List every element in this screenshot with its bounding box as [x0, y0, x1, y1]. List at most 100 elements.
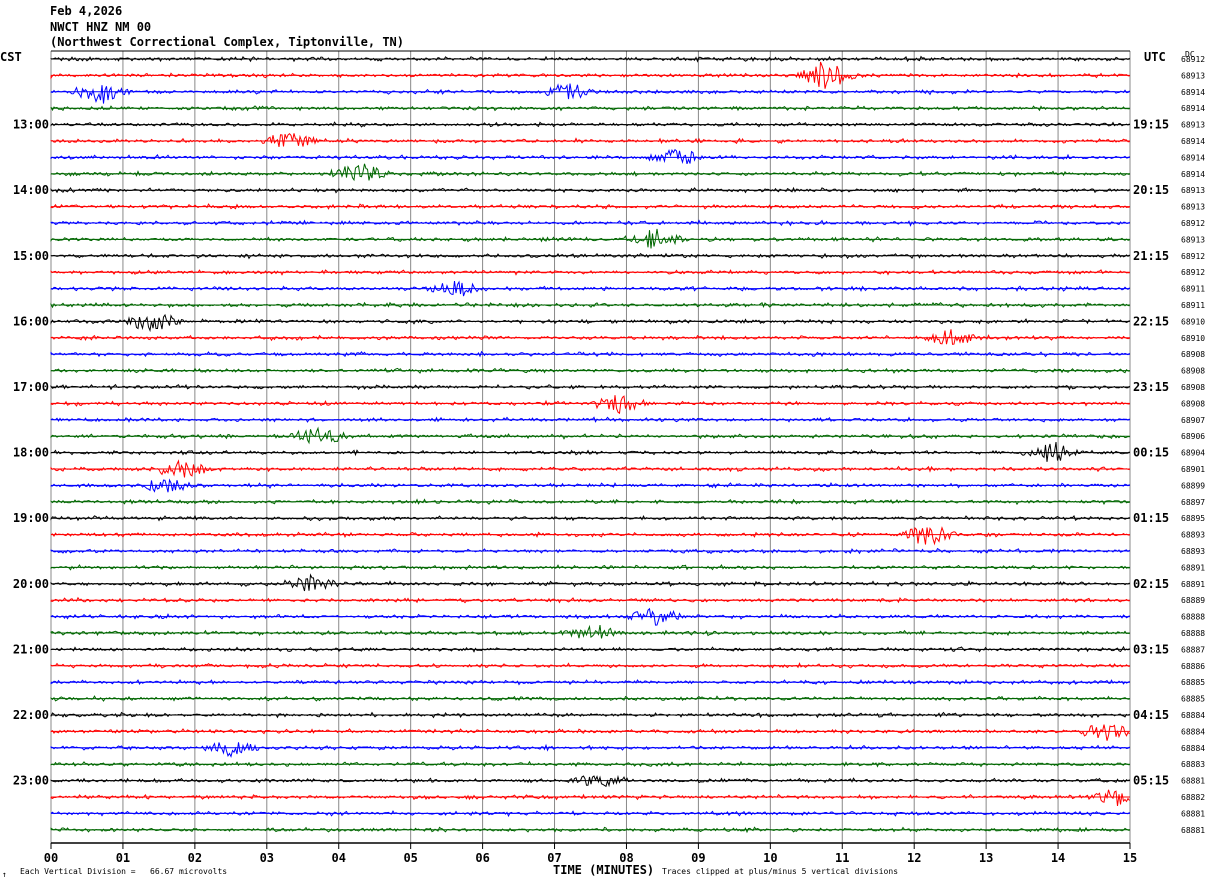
x-tick-label: 02: [188, 851, 202, 865]
x-tick-label: 06: [475, 851, 489, 865]
dc-value: 68885: [1181, 695, 1205, 704]
left-hour-label: 18:00: [13, 446, 49, 460]
dc-value: 68913: [1181, 186, 1205, 195]
dc-value: 68881: [1181, 809, 1205, 818]
right-hour-label: 03:15: [1133, 642, 1169, 656]
left-hour-label: 15:00: [13, 249, 49, 263]
dc-value: 68908: [1181, 383, 1205, 392]
dc-value: 68884: [1181, 727, 1205, 736]
x-tick-label: 09: [691, 851, 705, 865]
x-tick-label: 05: [403, 851, 417, 865]
dc-value: 68913: [1181, 121, 1205, 130]
dc-value: 68911: [1181, 285, 1205, 294]
seismic-trace: [50, 724, 1130, 741]
seismic-trace: [50, 563, 1130, 571]
x-tick-label: 13: [979, 851, 993, 865]
dc-value: 68889: [1181, 596, 1205, 605]
seismic-trace: [50, 329, 1130, 345]
right-hour-label: 04:15: [1133, 708, 1169, 722]
x-axis-title: TIME (MINUTES): [553, 863, 655, 877]
dc-value: 68893: [1181, 547, 1205, 556]
right-hour-label: 02:15: [1133, 577, 1169, 591]
right-hour-label: 21:15: [1133, 249, 1169, 263]
right-timezone: UTC: [1144, 50, 1166, 64]
seismic-trace: [50, 789, 1130, 806]
dc-value: 68908: [1181, 399, 1205, 408]
dc-value: 68912: [1181, 219, 1205, 228]
dc-value: 68910: [1181, 334, 1205, 343]
dc-value: 68906: [1181, 432, 1205, 441]
dc-value: 68897: [1181, 498, 1205, 507]
dc-value: 68910: [1181, 317, 1205, 326]
seismic-trace: [50, 395, 1130, 415]
dc-value: 68895: [1181, 514, 1205, 523]
dc-value: 68881: [1181, 826, 1205, 835]
x-tick-label: 00: [44, 851, 58, 865]
dc-value: 68891: [1181, 563, 1205, 572]
dc-value: 68901: [1181, 465, 1205, 474]
seismic-trace: [50, 573, 1130, 592]
dc-value: 68891: [1181, 580, 1205, 589]
seismic-trace: [50, 313, 1130, 333]
dc-value: 68914: [1181, 170, 1205, 179]
dc-value: 68913: [1181, 235, 1205, 244]
x-tick-label: 07: [547, 851, 561, 865]
seismic-trace: [50, 132, 1130, 148]
dc-value: 68914: [1181, 104, 1205, 113]
dc-value: 68885: [1181, 678, 1205, 687]
seismic-trace: [50, 442, 1130, 462]
dc-value: 68886: [1181, 662, 1205, 671]
station-location: (Northwest Correctional Complex, Tiptonv…: [50, 35, 405, 49]
dc-value: 68913: [1181, 71, 1205, 80]
dc-value: 68914: [1181, 88, 1205, 97]
seismic-trace: [50, 83, 1130, 104]
dc-value: 68912: [1181, 252, 1205, 261]
dc-value: 68883: [1181, 760, 1205, 769]
x-tick-label: 15: [1123, 851, 1137, 865]
dc-value: 68914: [1181, 153, 1205, 162]
dc-value: 68884: [1181, 711, 1205, 720]
clip-note: Traces clipped at plus/minus 5 vertical …: [662, 867, 899, 876]
x-tick-label: 11: [835, 851, 849, 865]
dc-value: 68888: [1181, 629, 1205, 638]
dc-value: 68881: [1181, 777, 1205, 786]
dc-value: 68912: [1181, 268, 1205, 277]
dc-value: 68904: [1181, 449, 1205, 458]
right-hour-label: 23:15: [1133, 380, 1169, 394]
left-hour-label: 23:00: [13, 774, 49, 788]
corner-mark: ↑: [2, 870, 7, 879]
x-tick-label: 08: [619, 851, 633, 865]
seismic-trace: [50, 774, 1130, 788]
right-hour-label: 20:15: [1133, 183, 1169, 197]
right-hour-label: 19:15: [1133, 118, 1169, 132]
x-tick-label: 12: [907, 851, 921, 865]
left-hour-label: 19:00: [13, 511, 49, 525]
dc-value: 68913: [1181, 203, 1205, 212]
plot-date: Feb 4,2026: [50, 4, 123, 18]
seismic-trace: [50, 624, 1130, 639]
dc-value: 68907: [1181, 416, 1205, 425]
seismic-trace: [50, 526, 1130, 546]
x-tick-label: 10: [763, 851, 777, 865]
station-code: NWCT HNZ NM 00: [50, 20, 152, 34]
seismic-trace: [50, 426, 1130, 445]
left-hour-label: 13:00: [13, 118, 49, 132]
right-hour-label: 00:15: [1133, 446, 1169, 460]
right-hour-label: 22:15: [1133, 314, 1169, 328]
right-hour-label: 01:15: [1133, 511, 1169, 525]
dc-value: 68908: [1181, 350, 1205, 359]
left-hour-label: 16:00: [13, 314, 49, 328]
dc-value: 68911: [1181, 301, 1205, 310]
left-hour-label: 21:00: [13, 642, 49, 656]
left-hour-label: 14:00: [13, 183, 49, 197]
dc-value: 68912: [1181, 55, 1205, 64]
seismic-trace: [50, 148, 1130, 165]
seismic-trace: [50, 228, 1130, 249]
seismic-trace: [50, 163, 1130, 182]
left-hour-label: 17:00: [13, 380, 49, 394]
dc-value: 68884: [1181, 744, 1205, 753]
left-hour-label: 22:00: [13, 708, 49, 722]
dc-value: 68888: [1181, 613, 1205, 622]
x-tick-label: 04: [332, 851, 346, 865]
